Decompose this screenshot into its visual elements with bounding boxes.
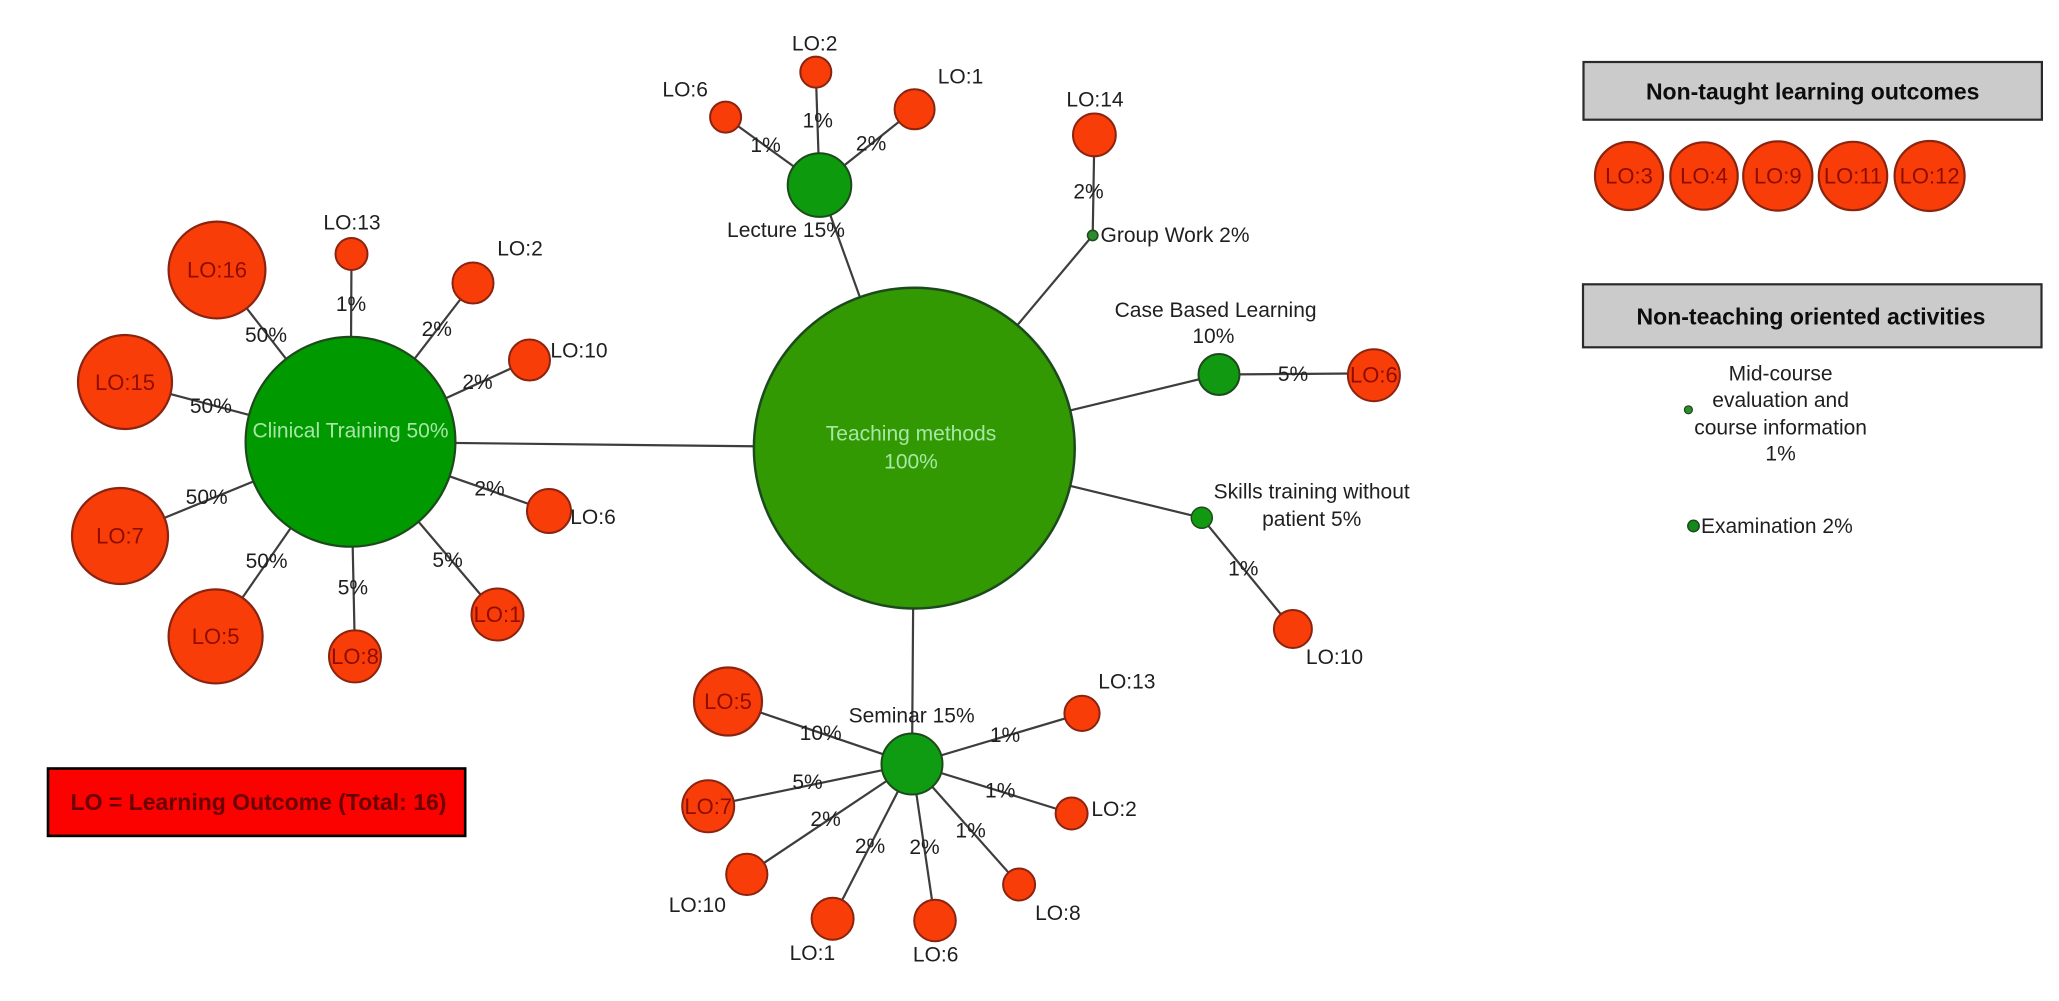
svg-text:LO:10: LO:10 bbox=[1306, 646, 1363, 669]
svg-text:Group Work 2%: Group Work 2% bbox=[1101, 224, 1250, 247]
svg-text:LO:1: LO:1 bbox=[938, 65, 984, 88]
svg-text:1%: 1% bbox=[1765, 443, 1795, 466]
svg-text:1%: 1% bbox=[1228, 558, 1258, 581]
svg-text:LO:8: LO:8 bbox=[1035, 902, 1081, 925]
svg-text:2%: 2% bbox=[810, 808, 840, 831]
svg-text:LO:2: LO:2 bbox=[1091, 798, 1137, 821]
svg-text:2%: 2% bbox=[462, 371, 492, 394]
svg-text:LO:13: LO:13 bbox=[323, 212, 380, 235]
svg-text:LO:10: LO:10 bbox=[550, 340, 607, 363]
svg-text:LO:6: LO:6 bbox=[662, 78, 708, 101]
svg-text:LO:2: LO:2 bbox=[792, 33, 838, 56]
svg-text:Teaching methods: Teaching methods bbox=[826, 423, 996, 446]
svg-text:LO:8: LO:8 bbox=[331, 644, 379, 669]
svg-text:1%: 1% bbox=[803, 110, 833, 133]
svg-text:2%: 2% bbox=[1073, 181, 1103, 204]
svg-text:LO:7: LO:7 bbox=[96, 524, 144, 549]
svg-text:Lecture 15%: Lecture 15% bbox=[727, 219, 845, 242]
svg-text:LO:4: LO:4 bbox=[1680, 164, 1728, 189]
svg-text:5%: 5% bbox=[432, 549, 462, 572]
svg-text:LO:7: LO:7 bbox=[684, 794, 732, 819]
svg-text:Seminar 15%: Seminar 15% bbox=[849, 704, 975, 727]
svg-text:LO:5: LO:5 bbox=[704, 689, 752, 714]
svg-text:LO:10: LO:10 bbox=[669, 894, 726, 917]
svg-text:Mid-course: Mid-course bbox=[1729, 363, 1833, 386]
svg-text:1%: 1% bbox=[750, 134, 780, 157]
svg-text:50%: 50% bbox=[190, 395, 232, 418]
svg-text:Clinical Training 50%: Clinical Training 50% bbox=[252, 420, 448, 443]
svg-text:LO:1: LO:1 bbox=[474, 602, 522, 627]
svg-text:5%: 5% bbox=[1278, 363, 1308, 386]
svg-text:LO = Learning Outcome (Total:: LO = Learning Outcome (Total: 16) bbox=[71, 789, 447, 815]
svg-text:2%: 2% bbox=[855, 835, 885, 858]
svg-text:50%: 50% bbox=[246, 550, 288, 573]
svg-text:LO:3: LO:3 bbox=[1605, 164, 1653, 189]
svg-text:2%: 2% bbox=[909, 836, 939, 859]
svg-text:50%: 50% bbox=[245, 324, 287, 347]
svg-text:LO:14: LO:14 bbox=[1066, 89, 1124, 112]
svg-text:LO:5: LO:5 bbox=[192, 624, 240, 649]
svg-text:LO:15: LO:15 bbox=[95, 370, 155, 395]
svg-text:LO:6: LO:6 bbox=[913, 944, 959, 967]
svg-text:2%: 2% bbox=[856, 133, 886, 156]
svg-text:course information: course information bbox=[1694, 417, 1867, 440]
svg-text:1%: 1% bbox=[336, 293, 366, 316]
svg-text:LO:2: LO:2 bbox=[497, 238, 543, 261]
svg-text:Examination 2%: Examination 2% bbox=[1701, 515, 1853, 538]
svg-text:evaluation and: evaluation and bbox=[1712, 389, 1849, 412]
svg-text:5%: 5% bbox=[792, 771, 822, 794]
svg-text:Non-teaching oriented activiti: Non-teaching oriented activities bbox=[1637, 304, 1986, 330]
svg-text:LO:11: LO:11 bbox=[1824, 164, 1882, 189]
svg-text:10%: 10% bbox=[800, 722, 842, 745]
svg-text:LO:9: LO:9 bbox=[1754, 164, 1802, 189]
svg-text:LO:16: LO:16 bbox=[187, 258, 247, 283]
svg-text:LO:6: LO:6 bbox=[570, 506, 616, 529]
svg-text:LO:13: LO:13 bbox=[1098, 671, 1155, 694]
svg-text:10%: 10% bbox=[1192, 325, 1234, 348]
svg-text:LO:6: LO:6 bbox=[1350, 363, 1398, 388]
svg-text:Skills training without: Skills training without bbox=[1214, 481, 1410, 504]
svg-text:50%: 50% bbox=[186, 486, 228, 509]
svg-text:2%: 2% bbox=[474, 478, 504, 501]
svg-text:Non-taught learning outcomes: Non-taught learning outcomes bbox=[1646, 79, 1980, 105]
svg-text:5%: 5% bbox=[338, 577, 368, 600]
svg-text:LO:1: LO:1 bbox=[790, 942, 836, 965]
svg-text:1%: 1% bbox=[955, 820, 985, 843]
svg-text:1%: 1% bbox=[985, 780, 1015, 803]
svg-text:LO:12: LO:12 bbox=[1900, 164, 1960, 189]
svg-text:2%: 2% bbox=[422, 318, 452, 341]
svg-text:Case Based Learning: Case Based Learning bbox=[1115, 299, 1317, 322]
svg-text:1%: 1% bbox=[990, 724, 1020, 747]
svg-text:100%: 100% bbox=[884, 451, 938, 474]
svg-text:patient 5%: patient 5% bbox=[1262, 508, 1361, 531]
